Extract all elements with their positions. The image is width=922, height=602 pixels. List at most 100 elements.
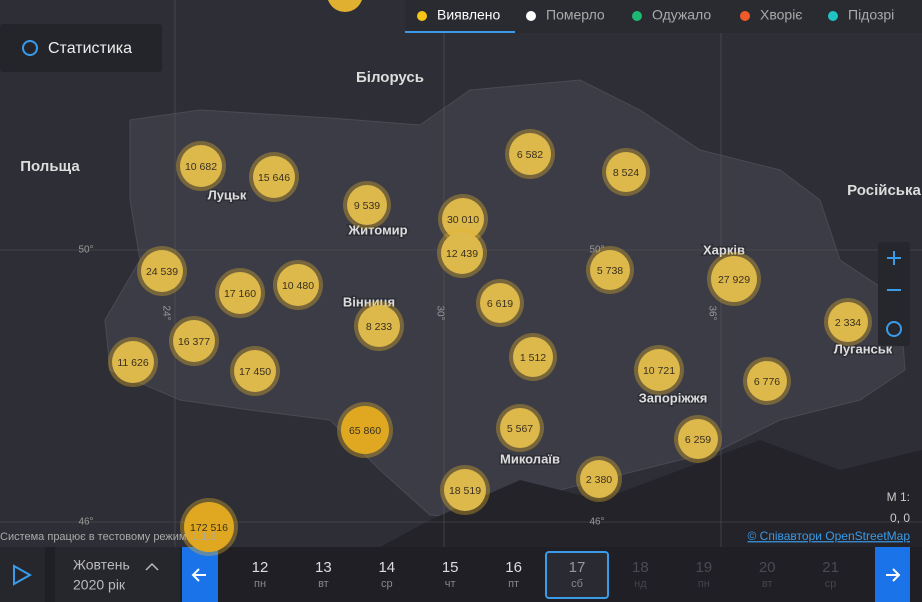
prev-icon — [191, 568, 206, 582]
cluster-count: 6 582 — [517, 149, 543, 161]
date-day[interactable]: 19 — [695, 559, 712, 576]
cluster[interactable] — [678, 419, 718, 459]
cluster[interactable] — [441, 232, 483, 274]
cluster-count: 2 380 — [586, 474, 612, 486]
date-weekday: пн — [254, 578, 266, 590]
place-label: Польща — [20, 158, 80, 175]
cluster-count: 16 377 — [178, 336, 210, 348]
play-icon — [13, 564, 33, 586]
cluster[interactable] — [277, 264, 319, 306]
cluster[interactable] — [500, 408, 540, 448]
place-label: Миколаїв — [500, 451, 560, 466]
cluster-count: 10 480 — [282, 280, 314, 292]
cluster[interactable] — [442, 198, 484, 240]
legend-item[interactable]: Виявлено — [437, 7, 501, 23]
scale-label: M 1: — [887, 490, 910, 504]
date-day[interactable]: 20 — [759, 559, 776, 576]
cluster[interactable] — [638, 349, 680, 391]
cluster-count: 15 646 — [258, 172, 290, 184]
cluster[interactable] — [219, 272, 261, 314]
cluster-count: 10 721 — [643, 365, 675, 377]
graticule-label: 46° — [589, 517, 604, 528]
cluster[interactable] — [747, 361, 787, 401]
cluster[interactable] — [341, 406, 389, 454]
place-label: Харків — [703, 242, 745, 257]
date-day[interactable]: 12 — [252, 559, 269, 576]
cluster-count: 30 010 — [447, 214, 479, 226]
year: 2020 рік — [73, 577, 126, 593]
chevron — [145, 562, 159, 571]
cluster-count: 17 450 — [239, 366, 271, 378]
reset-view[interactable] — [886, 321, 902, 337]
date-weekday: сб — [571, 578, 583, 590]
cluster-count: 8 524 — [613, 167, 639, 179]
date-day[interactable]: 14 — [378, 559, 395, 576]
date-weekday: вт — [762, 578, 773, 590]
stats-button[interactable] — [0, 24, 162, 72]
month-select[interactable] — [55, 547, 180, 602]
stats-label: Статистика — [48, 40, 132, 57]
cluster[interactable] — [253, 156, 295, 198]
legend-item[interactable]: Хворіє — [760, 7, 802, 23]
graticule-label: 50° — [589, 245, 604, 256]
cluster[interactable] — [480, 283, 520, 323]
legend-item[interactable]: Померло — [546, 7, 605, 23]
cluster[interactable] — [112, 341, 154, 383]
cluster-count: 12 439 — [446, 248, 478, 260]
date-weekday: чт — [445, 578, 456, 590]
cluster-count: 17 160 — [224, 288, 256, 300]
cluster-count: 6 619 — [487, 298, 513, 310]
date-day[interactable]: 16 — [505, 559, 522, 576]
date-day[interactable]: 18 — [632, 559, 649, 576]
date-weekday: вт — [318, 578, 329, 590]
date-day[interactable]: 15 — [442, 559, 459, 576]
cluster-count: 65 860 — [349, 425, 381, 437]
legend-dot — [526, 11, 536, 21]
graticule-label: 30° — [434, 305, 445, 320]
place-label: Запоріжжя — [639, 390, 708, 405]
date-day[interactable]: 17 — [569, 559, 586, 576]
cluster-count: 9 539 — [354, 200, 380, 212]
date-day[interactable]: 13 — [315, 559, 332, 576]
cluster[interactable] — [180, 145, 222, 187]
attribution[interactable]: © Співавтори OpenStreetMap — [748, 529, 911, 543]
cluster[interactable] — [828, 302, 868, 342]
cluster-count: 8 233 — [366, 321, 392, 333]
cluster[interactable] — [141, 250, 183, 292]
place-label: Луганськ — [834, 341, 893, 356]
cluster[interactable] — [606, 152, 646, 192]
legend-item[interactable]: Одужало — [652, 7, 711, 23]
next-icon — [886, 568, 901, 582]
legend-dot — [417, 11, 427, 21]
cluster[interactable] — [590, 250, 630, 290]
date-day[interactable]: 21 — [822, 559, 839, 576]
play-button[interactable] — [0, 547, 45, 602]
cluster-count: 11 626 — [117, 357, 148, 369]
place-label: Житомир — [347, 222, 407, 237]
graticule-label: 24° — [160, 305, 171, 320]
cluster[interactable] — [347, 185, 387, 225]
graticule-label: 46° — [78, 517, 93, 528]
month: Жовтень — [73, 557, 130, 573]
cluster-count: 5 567 — [507, 423, 533, 435]
cluster[interactable] — [358, 305, 400, 347]
cluster[interactable] — [711, 256, 757, 302]
cluster[interactable] — [444, 469, 486, 511]
zoom-controls — [878, 242, 910, 346]
date-weekday: нд — [634, 578, 647, 590]
cluster[interactable] — [234, 350, 276, 392]
date-weekday: ср — [381, 578, 393, 590]
cluster-count: 172 516 — [190, 522, 228, 534]
place-label: Російська — [847, 182, 921, 199]
cluster[interactable] — [509, 133, 551, 175]
cluster[interactable] — [173, 320, 215, 362]
cluster[interactable] — [184, 502, 234, 552]
cluster[interactable] — [513, 337, 553, 377]
cluster-count: 24 539 — [146, 266, 178, 278]
date-weekday: ср — [825, 578, 837, 590]
legend-item[interactable]: Підозрі — [848, 7, 894, 23]
zoom-in[interactable] — [887, 251, 901, 265]
cluster-count: 2 334 — [835, 317, 861, 329]
cluster[interactable] — [580, 460, 618, 498]
